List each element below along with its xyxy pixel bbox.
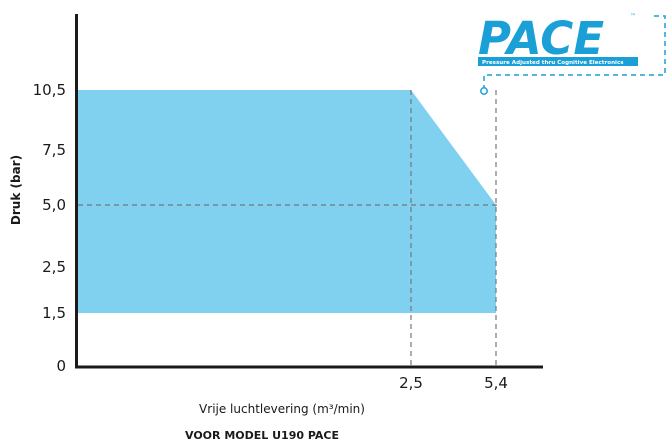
y-tick-label: 1,5 (42, 304, 66, 322)
x-axis-label: Vrije luchtlevering (m³/min) (199, 402, 365, 416)
logo-frame-dot (480, 87, 488, 95)
operating-region (78, 90, 496, 313)
logo-dashed-frame (483, 15, 666, 88)
y-tick-label: 0 (56, 357, 66, 375)
y-tick-label: 10,5 (33, 81, 66, 99)
logo-tm: ™ (630, 13, 636, 20)
logo-tagline: Pressure Adjusted thru Cognitive Electro… (482, 60, 624, 66)
y-tick-label: 2,5 (42, 258, 66, 276)
region-layer (78, 90, 496, 313)
y-axis-label: Druk (bar) (9, 155, 23, 225)
reference-lines (78, 90, 499, 367)
x-tick-labels: 2,5 5,4 (399, 374, 508, 392)
y-tick-label: 5,0 (42, 196, 66, 214)
pace-logo: PACE ™ Pressure Adjusted thru Cognitive … (478, 12, 666, 95)
chart-footer: VOOR MODEL U190 PACE (185, 429, 339, 442)
logo-tagline-bar (478, 57, 638, 66)
x-tick-label: 2,5 (399, 374, 423, 392)
y-tick-label: 7,5 (42, 141, 66, 159)
logo-word: PACE (478, 12, 604, 65)
x-tick-label: 5,4 (484, 374, 508, 392)
y-tick-labels: 0 1,5 2,5 5,0 7,5 10,5 (33, 81, 66, 375)
